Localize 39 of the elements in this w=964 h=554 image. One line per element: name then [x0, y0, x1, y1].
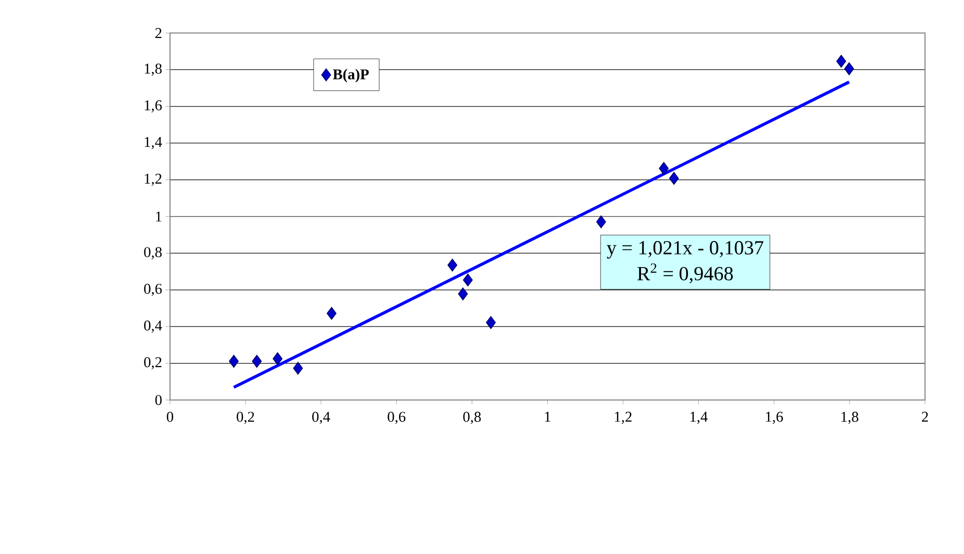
x-tick-label: 1,6: [766, 412, 783, 424]
annotation: y = 1,021x - 0,1037: [606, 241, 764, 259]
y-tick-label: 0,6: [144, 284, 162, 296]
x-tick-label: 0,8: [463, 412, 481, 424]
x-tick-label: 0,4: [312, 412, 330, 424]
x-tick-label: 0: [166, 412, 174, 422]
point: [462, 274, 473, 286]
legend-label: B(a)P: [332, 68, 369, 82]
x-tick-label: 1,8: [841, 412, 858, 424]
point: [272, 352, 282, 366]
y-tick-label: 1: [156, 212, 162, 222]
y-tick-label: 0,8: [144, 247, 162, 260]
y-tick-label: 1,6: [144, 100, 162, 112]
y-tick-label: 0,2: [144, 357, 162, 370]
point: [486, 316, 496, 329]
x-tick-label: 0,2: [236, 412, 254, 424]
point: [326, 306, 336, 320]
point: [844, 62, 854, 76]
point: [228, 354, 239, 368]
y-tick-label: 0: [155, 394, 162, 406]
y-tick-label: 2: [155, 28, 162, 38]
y-tick-label: 1,2: [144, 174, 162, 186]
x-tick-label: 1,2: [614, 412, 632, 424]
point: [596, 215, 606, 228]
y-tick-label: 1,8: [144, 64, 162, 76]
point: [658, 162, 669, 175]
point: [669, 172, 679, 185]
y-tick-label: 0,4: [144, 320, 162, 333]
point: [447, 258, 458, 272]
point: [293, 362, 303, 375]
point: [836, 54, 846, 68]
annotation: R$^{2}$ = 0,9468: [637, 263, 733, 284]
x-tick-label: 1: [545, 412, 550, 422]
y-tick-label: 1,4: [144, 137, 162, 150]
point: [458, 288, 468, 300]
x-tick-label: 0,6: [388, 412, 406, 424]
x-tick-label: 2: [922, 412, 928, 422]
point: [252, 354, 262, 368]
x-tick-label: 1,4: [690, 412, 708, 424]
